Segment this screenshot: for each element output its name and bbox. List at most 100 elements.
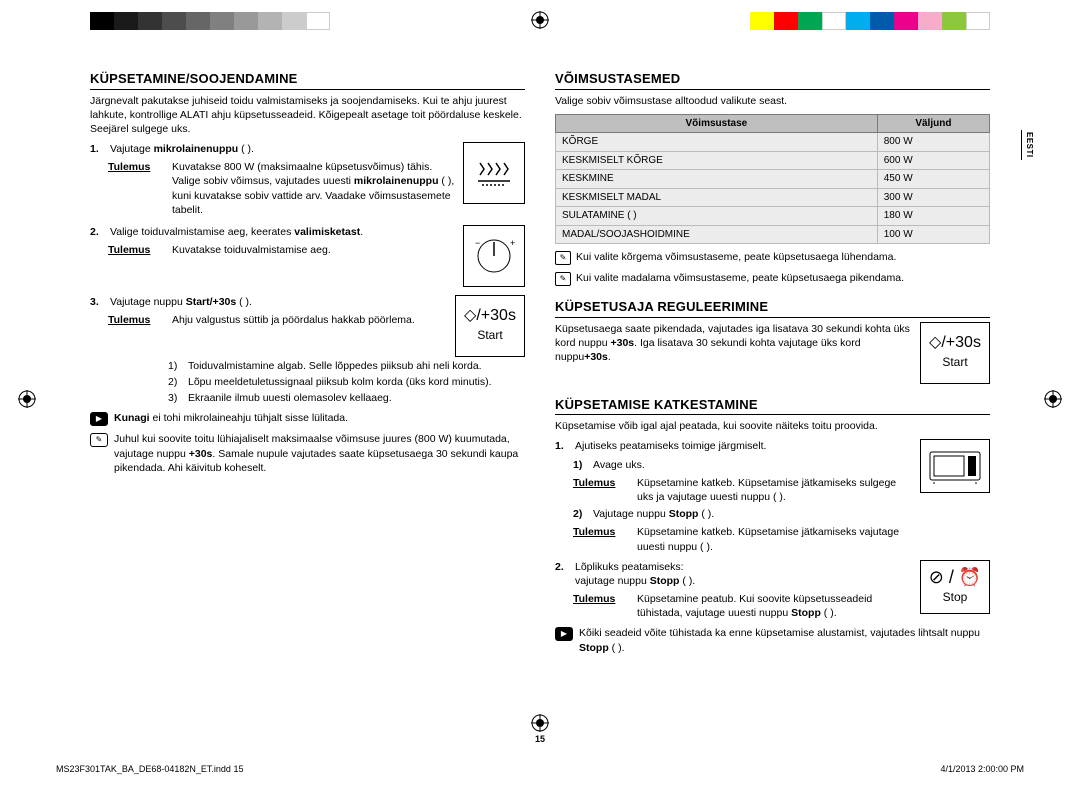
svg-text:+: + xyxy=(510,238,515,248)
color-swatch xyxy=(138,12,162,30)
sub-num: 2) xyxy=(573,507,587,521)
heading-power-levels: VÕIMSUSTASEMED xyxy=(555,70,990,90)
step-text: Valige toiduvalmistamise aeg, keerates v… xyxy=(110,225,455,239)
table-cell: 100 W xyxy=(877,225,989,244)
start-symbol: ◇/+30s xyxy=(464,308,516,324)
page-number: 15 xyxy=(535,734,545,744)
result-label: Tulemus xyxy=(108,313,158,327)
color-swatch xyxy=(846,12,870,30)
svg-text:−: − xyxy=(475,238,480,248)
sub-num: 3) xyxy=(168,391,182,405)
step-number: 1. xyxy=(90,142,104,156)
sub-text: Avage uks. xyxy=(593,458,645,472)
sub-text: Toiduvalmistamine algab. Selle lõppedes … xyxy=(188,359,482,373)
microwave-oven-icon-box xyxy=(920,439,990,493)
color-swatch xyxy=(258,12,282,30)
sub-num: 2) xyxy=(168,375,182,389)
start-symbol: ◇/+30s xyxy=(929,335,981,351)
result-label: Tulemus xyxy=(573,476,623,504)
table-cell: 180 W xyxy=(877,207,989,226)
step-text: Lõplikuks peatamiseks:vajutage nuppu Sto… xyxy=(575,560,912,588)
stop-label: Stop xyxy=(943,589,968,605)
note-icon: ✎ xyxy=(90,433,108,447)
result-text: Kuvatakse 800 W (maksimaalne küpsetusvõi… xyxy=(172,160,455,217)
start-label: Start xyxy=(477,327,502,343)
warning-icon: ▶ xyxy=(555,627,573,641)
result-label: Tulemus xyxy=(108,160,158,217)
heading-time-adjust: KÜPSETUSAJA REGULEERIMINE xyxy=(555,298,990,318)
sub-text: Vajutage nuppu Stopp ( ). xyxy=(593,507,714,521)
sub-num: 1) xyxy=(573,458,587,472)
table-header: Võimsustase xyxy=(556,114,878,133)
sub-text: Lõpu meeldetuletussignaal piiksub kolm k… xyxy=(188,375,491,389)
note-text: Kui valite kõrgema võimsustaseme, peate … xyxy=(576,250,990,264)
result-label: Tulemus xyxy=(573,592,623,620)
result-text: Kuvatakse toiduvalmistamise aeg. xyxy=(172,243,455,257)
table-cell: SULATAMINE ( ) xyxy=(556,207,878,226)
table-cell: KESKMINE xyxy=(556,170,878,189)
footer-filename: MS23F301TAK_BA_DE68-04182N_ET.indd 15 xyxy=(56,764,243,774)
color-swatch xyxy=(750,12,774,30)
result-text: Küpsetamine peatub. Kui soovite küpsetus… xyxy=(637,592,912,620)
sub-num: 1) xyxy=(168,359,182,373)
intro-text: Küpsetamise võib igal ajal peatada, kui … xyxy=(555,419,990,433)
table-cell: 600 W xyxy=(877,151,989,170)
stop-symbol: ⊘ / ⏰ xyxy=(929,568,982,586)
color-swatch xyxy=(114,12,138,30)
table-cell: 300 W xyxy=(877,188,989,207)
page-content: KÜPSETAMINE/SOOJENDAMINE Järgnevalt paku… xyxy=(90,70,990,667)
color-swatch xyxy=(798,12,822,30)
color-swatch xyxy=(894,12,918,30)
color-swatch xyxy=(186,12,210,30)
start-icon-box: ◇/+30s Start xyxy=(920,322,990,384)
note-text: Kui valite madalama võimsustaseme, peate… xyxy=(576,271,990,285)
note-icon: ✎ xyxy=(555,272,571,286)
note-text: Juhul kui soovite toitu lühiajaliselt ma… xyxy=(114,432,525,475)
microwave-waves-icon xyxy=(476,159,512,187)
footer-timestamp: 4/1/2013 2:00:00 PM xyxy=(940,764,1024,774)
table-cell: KÕRGE xyxy=(556,133,878,152)
note-icon: ✎ xyxy=(555,251,571,265)
step-text: Vajutage nuppu Start/+30s ( ). xyxy=(110,295,447,309)
table-cell: 450 W xyxy=(877,170,989,189)
result-label: Tulemus xyxy=(108,243,158,257)
result-label: Tulemus xyxy=(573,525,623,553)
table-row: KÕRGE800 W xyxy=(556,133,990,152)
color-bar-left xyxy=(90,12,330,30)
note-text: Kunagi ei tohi mikrolaineahju tühjalt si… xyxy=(114,411,525,425)
color-swatch xyxy=(966,12,990,30)
sub-text: Ekraanile ilmub uuesti olemasolev kellaa… xyxy=(188,391,392,405)
table-cell: MADAL/SOOJASHOIDMINE xyxy=(556,225,878,244)
microwave-icon-box xyxy=(463,142,525,204)
heading-cooking: KÜPSETAMINE/SOOJENDAMINE xyxy=(90,70,525,90)
registration-mark xyxy=(1044,390,1062,408)
table-row: KESKMISELT KÕRGE600 W xyxy=(556,151,990,170)
color-swatch xyxy=(210,12,234,30)
color-swatch xyxy=(282,12,306,30)
step-text: Vajutage mikrolainenuppu ( ). xyxy=(110,142,455,156)
start-label: Start xyxy=(942,354,967,370)
result-text: Küpsetamine katkeb. Küpsetamise jätkamis… xyxy=(637,476,912,504)
table-row: MADAL/SOOJASHOIDMINE100 W xyxy=(556,225,990,244)
intro-text: Küpsetusaega saate pikendada, vajutades … xyxy=(555,322,912,365)
table-cell: KESKMISELT MADAL xyxy=(556,188,878,207)
table-header: Väljund xyxy=(877,114,989,133)
heading-stop-cooking: KÜPSETAMISE KATKESTAMINE xyxy=(555,396,990,416)
warning-icon: ▶ xyxy=(90,412,108,426)
table-row: SULATAMINE ( )180 W xyxy=(556,207,990,226)
color-swatch xyxy=(162,12,186,30)
table-row: KESKMINE450 W xyxy=(556,170,990,189)
step-number: 2. xyxy=(90,225,104,239)
result-text: Küpsetamine katkeb. Küpsetamise jätkamis… xyxy=(637,525,912,553)
registration-mark xyxy=(531,714,549,732)
color-swatch xyxy=(234,12,258,30)
color-swatch xyxy=(306,12,330,30)
dial-icon: −+ xyxy=(472,234,516,278)
step-text: Ajutiseks peatamiseks toimige järgmiselt… xyxy=(575,439,912,453)
color-swatch xyxy=(942,12,966,30)
table-row: KESKMISELT MADAL300 W xyxy=(556,188,990,207)
language-tab: EESTI xyxy=(1021,130,1034,160)
step-number: 3. xyxy=(90,295,104,309)
start-icon-box: ◇/+30s Start xyxy=(455,295,525,357)
power-table: Võimsustase Väljund KÕRGE800 WKESKMISELT… xyxy=(555,114,990,245)
